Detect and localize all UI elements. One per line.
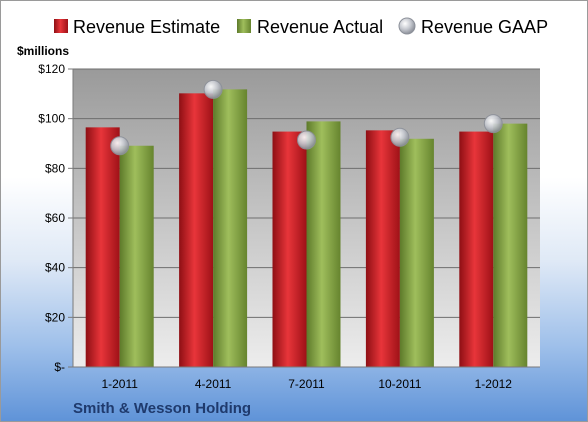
legend-item-actual: Revenue Actual: [237, 17, 383, 37]
marker-revenue-gaap: [390, 127, 410, 147]
bar-revenue-estimate: [85, 127, 120, 367]
bar-revenue-estimate: [272, 131, 307, 367]
bar-revenue-actual: [213, 89, 248, 367]
legend-swatch-estimate: [54, 19, 68, 33]
marker-revenue-gaap: [110, 136, 130, 156]
bar-revenue-actual: [399, 138, 434, 367]
bar-revenue-actual: [493, 123, 528, 367]
x-tick-label: 1-2012: [475, 377, 513, 391]
legend-label-estimate: Revenue Estimate: [73, 17, 220, 37]
legend-label-actual: Revenue Actual: [257, 17, 383, 37]
y-tick-label: $40: [45, 261, 65, 275]
marker-revenue-gaap: [483, 114, 503, 134]
legend-item-gaap: Revenue GAAP: [398, 17, 548, 37]
bar-revenue-estimate: [459, 131, 494, 367]
y-tick-label: $80: [45, 161, 65, 175]
marker-revenue-gaap: [203, 79, 223, 99]
y-tick-label: $20: [45, 310, 65, 324]
marker-revenue-gaap: [297, 130, 316, 150]
y-tick-label: $120: [38, 62, 65, 76]
bar-revenue-estimate: [179, 93, 214, 367]
gaap-markers: [110, 79, 503, 156]
legend-marker-gaap: [398, 17, 416, 35]
bar-revenue-actual: [119, 145, 154, 367]
legend-label-gaap: Revenue GAAP: [421, 17, 548, 37]
company-name: Smith & Wesson Holding: [73, 400, 251, 417]
legend-item-estimate: Revenue Estimate: [54, 17, 220, 37]
y-axis-ticks: $- $20 $40 $60 $80 $100 $120: [38, 62, 73, 374]
y-tick-label: $60: [45, 211, 65, 225]
x-axis-ticks: 1-2011 4-2011 7-2011 10-2011 1-2012: [101, 377, 512, 391]
y-axis-units-label: $millions: [17, 44, 69, 58]
x-tick-label: 4-2011: [195, 377, 232, 391]
y-tick-label: $100: [38, 112, 65, 126]
bar-revenue-estimate: [365, 130, 400, 367]
bar-revenue-actual: [306, 121, 341, 367]
x-tick-label: 7-2011: [288, 377, 325, 391]
x-tick-label: 1-2011: [101, 377, 138, 391]
legend: Revenue Estimate Revenue Actual Revenue …: [54, 17, 548, 37]
legend-swatch-actual: [237, 19, 251, 33]
x-tick-label: 10-2011: [378, 377, 421, 391]
bars: [85, 89, 528, 367]
y-tick-label: $-: [54, 360, 65, 374]
